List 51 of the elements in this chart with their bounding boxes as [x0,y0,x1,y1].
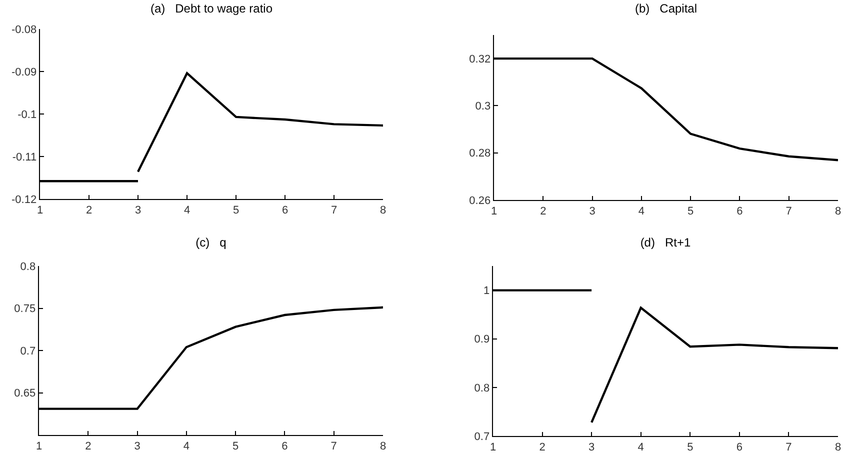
y-tick-label: -0.09 [12,66,37,78]
x-tick-label: 8 [380,440,386,452]
line-series [590,306,838,424]
chart-title: (b) Capital [634,1,698,16]
x-tick-label: 4 [638,441,644,454]
x-tick-label: 8 [380,204,386,216]
chart-title: (d) Rt+1 [640,235,691,250]
y-tick-label: 0.28 [469,148,491,160]
x-tick-label: 6 [282,204,288,216]
y-tick-label: 0.7 [20,345,36,358]
x-tick-label: 7 [786,205,792,218]
x-tick-label: 4 [184,204,190,216]
x-tick-label: 2 [85,440,92,452]
x-tick-label: 8 [834,441,842,454]
x-tick-label: 7 [330,204,338,216]
x-tick-label: 7 [330,440,337,452]
x-tick-label: 6 [282,440,288,452]
y-tick-label: -0.08 [12,24,37,36]
x-tick-label: 3 [134,440,140,452]
y-tick-label: 0.26 [469,194,491,207]
x-tick-label: 3 [134,204,142,216]
y-tick-label: -0.11 [12,151,37,164]
x-tick-label: 3 [589,205,596,218]
y-tick-label: 0.32 [469,53,491,66]
y-tick-label: 0.3 [475,100,491,113]
x-tick-label: 6 [736,205,743,218]
y-tick-label: 0.65 [14,388,36,400]
y-tick-label: 0.8 [474,382,490,394]
x-tick-label: 7 [786,441,792,454]
x-tick-label: 2 [540,205,546,218]
line-series [136,72,383,173]
y-tick-label: 0.9 [474,334,490,346]
chart-title: (c) q [196,235,226,250]
y-tick-label: 0.8 [20,260,36,273]
x-tick-label: 5 [232,440,239,452]
x-tick-label: 3 [588,441,595,454]
y-tick-label: -0.1 [18,108,37,121]
x-tick-label: 8 [834,205,842,218]
y-tick-label: 1 [483,285,490,298]
x-tick-label: 2 [86,204,92,216]
x-tick-label: 2 [539,441,546,454]
x-tick-label: 6 [736,441,742,454]
y-tick-label: 0.7 [474,430,490,443]
y-tick-label: -0.12 [12,194,37,206]
y-tick-label: 0.75 [14,303,36,316]
x-tick-label: 5 [232,204,240,216]
x-tick-label: 4 [638,205,644,218]
x-tick-label: 5 [688,205,694,218]
x-tick-label: 4 [183,440,190,452]
chart-title: (a) Debt to wage ratio [150,1,273,16]
x-tick-label: 5 [687,441,694,454]
